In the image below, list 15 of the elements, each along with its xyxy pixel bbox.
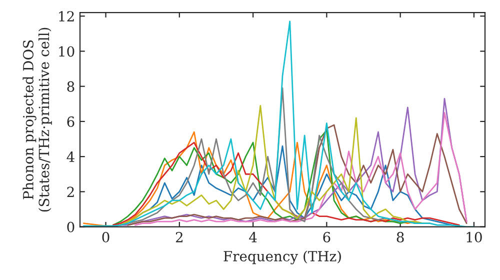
y-tick-label: 10 [59, 46, 74, 57]
y-tick-label: 8 [67, 81, 74, 92]
y-tick-label: 2 [67, 186, 74, 197]
y-tick-label: 6 [67, 116, 74, 127]
x-tick-label: 2 [176, 232, 182, 242]
y-axis-title: Phonon projected DOS (States/THz·primitive cell) [22, 28, 52, 212]
y-tick-label: 0 [67, 222, 74, 232]
y-tick-label: 4 [66, 152, 74, 162]
x-axis-title: Frequency (THz) [224, 250, 341, 264]
x-tick-label: 4 [249, 232, 257, 242]
x-tick-label: 10 [466, 232, 482, 242]
y-tick-label: 12 [59, 11, 74, 22]
x-tick-label: 0 [102, 232, 110, 242]
x-tick-label: 8 [396, 232, 404, 242]
x-tick-label: 6 [323, 232, 330, 242]
